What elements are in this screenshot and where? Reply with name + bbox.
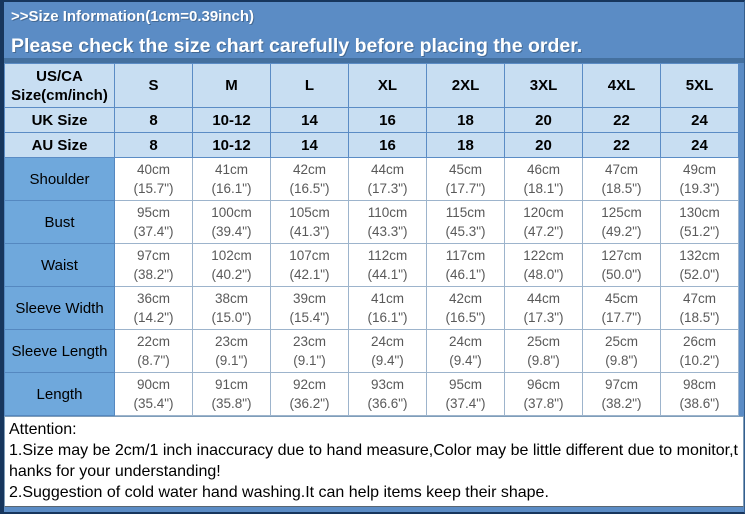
measurement-cell: 42cm (16.5") — [426, 286, 505, 330]
uk-size-row-label: UK Size — [4, 107, 115, 133]
size-cell: 20 — [504, 107, 583, 133]
column-header-m: M — [192, 63, 271, 108]
measurement-cell: 25cm (9.8") — [582, 329, 661, 373]
measurement-cell: 24cm (9.4") — [348, 329, 427, 373]
measurement-row: Length 90cm (35.4") 91cm (35.8") 92cm (36.2") 9… — [4, 372, 739, 416]
banner-title: >>Size Information(1cm=0.39inch) — [11, 8, 254, 25]
column-header-5xl: 5XL — [660, 63, 739, 108]
size-cell: 18 — [426, 132, 505, 158]
size-cell: 16 — [348, 132, 427, 158]
measurement-cell: 115cm (45.3") — [426, 200, 505, 244]
measurement-cell: 44cm (17.3") — [348, 157, 427, 201]
size-cell: 22 — [582, 107, 661, 133]
measurement-cell: 47cm (18.5") — [582, 157, 661, 201]
measurement-cell: 25cm (9.8") — [504, 329, 583, 373]
size-cell: 20 — [504, 132, 583, 158]
measurement-row: Shoulder 40cm (15.7") 41cm (16.1") 42cm (16.5"… — [4, 157, 739, 201]
measurement-cell: 24cm (9.4") — [426, 329, 505, 373]
measurement-cell: 42cm (16.5") — [270, 157, 349, 201]
size-chart-table: US/CA Size(cm/inch) S M L XL 2XL 3XL 4XL 5XL UK Si… — [4, 63, 739, 416]
measurement-cell: 100cm (39.4") — [192, 200, 271, 244]
au-size-row: AU Size 8 10-12 14 16 18 20 22 24 — [4, 132, 739, 158]
column-header-xl: XL — [348, 63, 427, 108]
table-top-divider — [4, 58, 744, 63]
measurement-label: Length — [4, 372, 115, 416]
measurement-cell: 96cm (37.8") — [504, 372, 583, 416]
measurement-cell: 93cm (36.6") — [348, 372, 427, 416]
measurement-cell: 127cm (50.0") — [582, 243, 661, 287]
measurement-label: Waist — [4, 243, 115, 287]
measurement-cell: 95cm (37.4") — [426, 372, 505, 416]
size-cell: 14 — [270, 107, 349, 133]
attention-section: Attention: 1.Size may be 2cm/1 inch inac… — [4, 416, 744, 507]
attention-note: 1.Size may be 2cm/1 inch inaccuracy due … — [9, 442, 738, 480]
measurement-row: Bust 95cm (37.4") 100cm (39.4") 105cm (41.3") 1… — [4, 200, 739, 244]
measurement-cell: 49cm (19.3") — [660, 157, 739, 201]
measurement-cell: 102cm (40.2") — [192, 243, 271, 287]
measurement-cell: 41cm (16.1") — [348, 286, 427, 330]
column-header-2xl: 2XL — [426, 63, 505, 108]
column-header-l: L — [270, 63, 349, 108]
column-header-3xl: 3XL — [504, 63, 583, 108]
measurement-cell: 47cm (18.5") — [660, 286, 739, 330]
measurement-cell: 110cm (43.3") — [348, 200, 427, 244]
measurement-cell: 44cm (17.3") — [504, 286, 583, 330]
au-size-row-label: AU Size — [4, 132, 115, 158]
measurement-label: Sleeve Width — [4, 286, 115, 330]
measurement-cell: 107cm (42.1") — [270, 243, 349, 287]
size-cell: 8 — [114, 132, 193, 158]
measurement-cell: 90cm (35.4") — [114, 372, 193, 416]
measurement-cell: 46cm (18.1") — [504, 157, 583, 201]
size-cell: 16 — [348, 107, 427, 133]
size-cell: 14 — [270, 132, 349, 158]
measurement-cell: 125cm (49.2") — [582, 200, 661, 244]
measurement-cell: 45cm (17.7") — [426, 157, 505, 201]
measurement-cell: 95cm (37.4") — [114, 200, 193, 244]
measurement-label: Bust — [4, 200, 115, 244]
measurement-cell: 36cm (14.2") — [114, 286, 193, 330]
measurement-row: Waist 97cm (38.2") 102cm (40.2") 107cm (42.1")… — [4, 243, 739, 287]
measurement-cell: 130cm (51.2") — [660, 200, 739, 244]
measurement-cell: 23cm (9.1") — [270, 329, 349, 373]
measurement-cell: 22cm (8.7") — [114, 329, 193, 373]
measurement-label: Shoulder — [4, 157, 115, 201]
measurement-cell: 41cm (16.1") — [192, 157, 271, 201]
measurement-row: Sleeve Width 36cm (14.2") 38cm (15.0") 39cm (1… — [4, 286, 739, 330]
measurement-cell: 117cm (46.1") — [426, 243, 505, 287]
attention-note: 2.Suggestion of cold water hand washing.… — [9, 484, 549, 501]
measurement-label: Sleeve Length — [4, 329, 115, 373]
measurement-cell: 91cm (35.8") — [192, 372, 271, 416]
size-cell: 24 — [660, 132, 739, 158]
measurement-cell: 112cm (44.1") — [348, 243, 427, 287]
size-cell: 8 — [114, 107, 193, 133]
measurement-cell: 97cm (38.2") — [582, 372, 661, 416]
attention-heading: Attention: — [9, 421, 77, 438]
measurement-cell: 98cm (38.6") — [660, 372, 739, 416]
measurement-cell: 40cm (15.7") — [114, 157, 193, 201]
size-cell: 18 — [426, 107, 505, 133]
measurement-cell: 92cm (36.2") — [270, 372, 349, 416]
measurement-cell: 132cm (52.0") — [660, 243, 739, 287]
measurement-cell: 122cm (48.0") — [504, 243, 583, 287]
measurement-cell: 45cm (17.7") — [582, 286, 661, 330]
size-cell: 10-12 — [192, 132, 271, 158]
uk-size-row: UK Size 8 10-12 14 16 18 20 22 24 — [4, 107, 739, 133]
size-cell: 22 — [582, 132, 661, 158]
size-cell: 10-12 — [192, 107, 271, 133]
measurement-cell: 23cm (9.1") — [192, 329, 271, 373]
corner-header: US/CA Size(cm/inch) — [4, 63, 115, 108]
size-cell: 24 — [660, 107, 739, 133]
banner: >>Size Information(1cm=0.39inch) Please … — [4, 2, 744, 58]
measurement-cell: 120cm (47.2") — [504, 200, 583, 244]
measurement-cell: 38cm (15.0") — [192, 286, 271, 330]
measurement-cell: 39cm (15.4") — [270, 286, 349, 330]
column-header-4xl: 4XL — [582, 63, 661, 108]
measurement-cell: 97cm (38.2") — [114, 243, 193, 287]
measurement-cell: 26cm (10.2") — [660, 329, 739, 373]
measurement-cell: 105cm (41.3") — [270, 200, 349, 244]
column-header-s: S — [114, 63, 193, 108]
measurement-row: Sleeve Length 22cm (8.7") 23cm (9.1") 23cm (9.… — [4, 329, 739, 373]
banner-subtitle: Please check the size chart carefully be… — [11, 35, 583, 57]
